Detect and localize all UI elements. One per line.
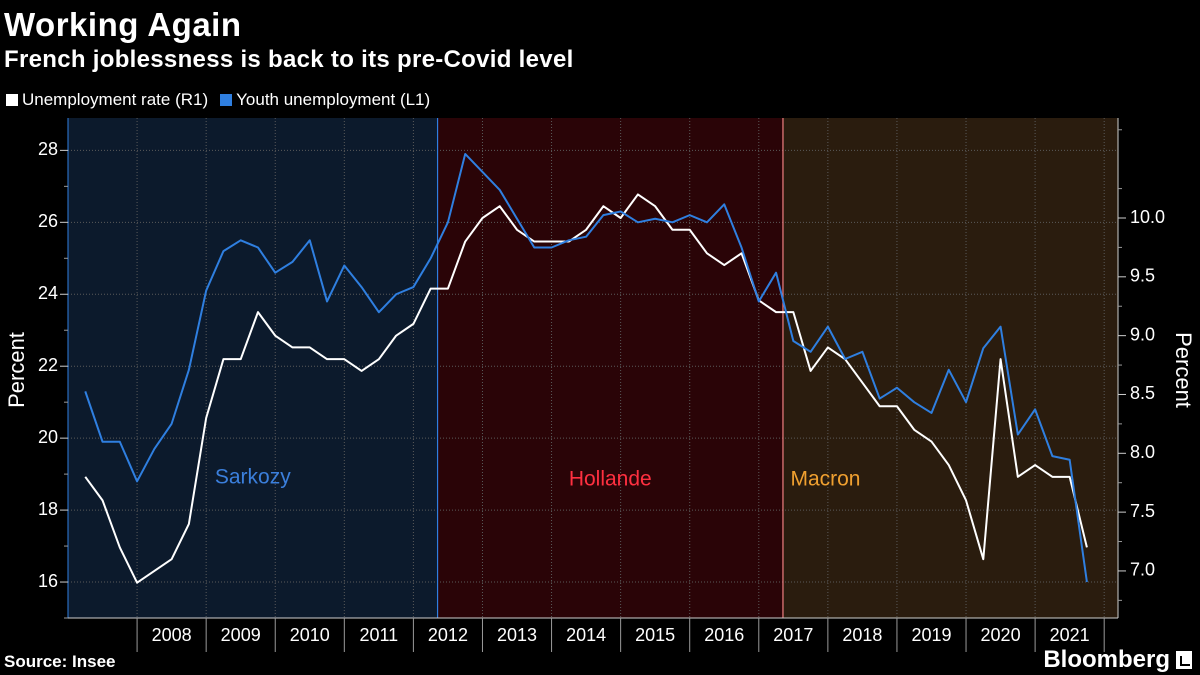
left-axis-tick-label: 20 <box>38 427 58 447</box>
x-axis-tick-label: 2021 <box>1050 625 1090 645</box>
left-axis-tick-label: 24 <box>38 283 58 303</box>
right-axis-tick-label: 8.5 <box>1130 383 1155 403</box>
x-axis-tick-label: 2008 <box>152 625 192 645</box>
x-axis-tick-label: 2009 <box>221 625 261 645</box>
source-note: Source: Insee <box>4 652 116 671</box>
left-axis-tick-label: 16 <box>38 571 58 591</box>
legend-label-unemployment: Unemployment rate (R1) <box>22 90 209 109</box>
x-axis-tick-label: 2010 <box>290 625 330 645</box>
x-axis-tick-label: 2020 <box>981 625 1021 645</box>
legend-label-youth: Youth unemployment (L1) <box>236 90 431 109</box>
left-axis-tick-label: 26 <box>38 211 58 231</box>
region-label-macron: Macron <box>790 468 860 491</box>
x-axis-tick-label: 2016 <box>704 625 744 645</box>
legend-item-youth: Youth unemployment (L1) <box>220 90 430 110</box>
chart-title: Working Again <box>4 6 242 43</box>
series-line-youth-unemployment <box>84 152 1088 583</box>
region-sarkozy <box>68 118 438 618</box>
region-macron <box>782 118 1118 618</box>
left-axis-tick-label: 28 <box>38 139 58 159</box>
x-axis-tick-label: 2017 <box>773 625 813 645</box>
x-axis-tick-label: 2014 <box>566 625 606 645</box>
x-axis-tick-label: 2015 <box>635 625 675 645</box>
right-axis-tick-label: 7.0 <box>1130 560 1155 580</box>
legend-swatch-unemployment <box>6 94 18 106</box>
x-axis-tick-label: 2012 <box>428 625 468 645</box>
region-label-hollande: Hollande <box>569 468 652 491</box>
right-axis-tick-label: 8.0 <box>1130 442 1155 462</box>
right-axis-tick-label: 7.5 <box>1130 501 1155 521</box>
x-axis-tick-label: 2013 <box>497 625 537 645</box>
brand-name: Bloomberg <box>1043 646 1170 673</box>
right-axis-tick-label: 9.0 <box>1130 324 1155 344</box>
brand-logo: Bloomberg <box>1043 646 1192 674</box>
right-axis-title: Percent <box>1171 332 1196 408</box>
x-axis-tick-label: 2018 <box>842 625 882 645</box>
left-axis-tick-label: 18 <box>38 499 58 519</box>
right-axis-tick-label: 9.5 <box>1130 266 1155 286</box>
region-label-sarkozy: Sarkozy <box>215 466 291 489</box>
chart-subtitle: French joblessness is back to its pre-Co… <box>4 46 574 73</box>
right-axis-tick-label: 10.0 <box>1130 207 1165 227</box>
legend-swatch-youth <box>220 94 233 106</box>
bloomberg-badge-icon <box>1176 651 1192 669</box>
left-axis-title: Percent <box>4 332 29 408</box>
region-hollande <box>437 118 783 618</box>
series-line-unemployment-rate <box>84 193 1088 584</box>
legend: Unemployment rate (R1) Youth unemploymen… <box>6 90 442 110</box>
left-axis-tick-label: 22 <box>38 355 58 375</box>
x-axis-tick-label: 2011 <box>359 625 398 645</box>
legend-item-unemployment: Unemployment rate (R1) <box>6 90 208 110</box>
x-axis-tick-label: 2019 <box>911 625 951 645</box>
